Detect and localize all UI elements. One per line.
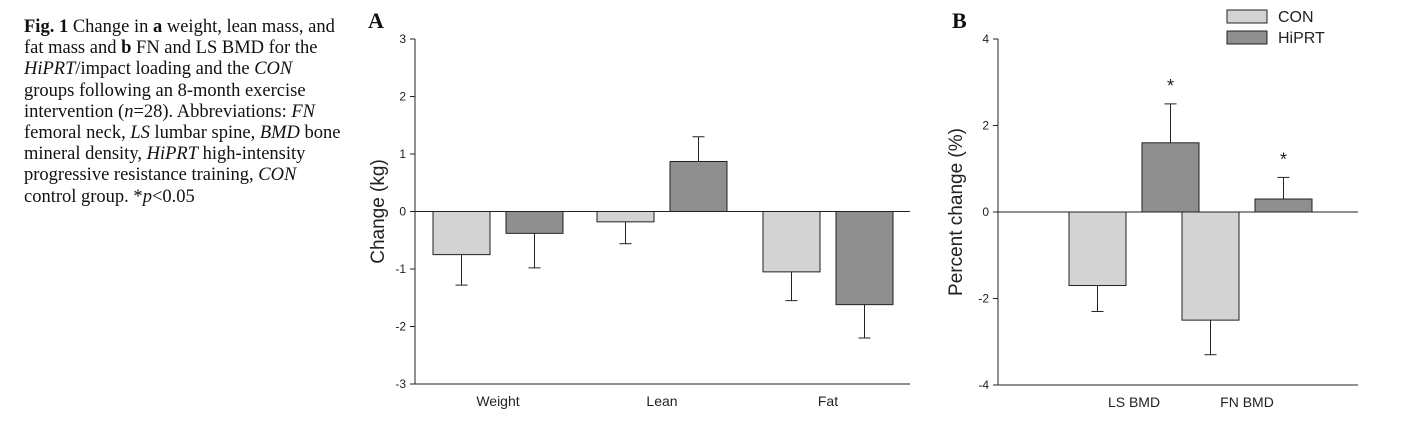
bar-con [1068, 211, 1127, 287]
caption-term: HiPRT [24, 59, 76, 80]
y-tick-label: -3 [395, 377, 406, 391]
y-tick-label: 3 [399, 32, 406, 46]
caption-text: high-intensity progressive resistance tr… [24, 144, 306, 186]
x-category-label: Weight [476, 393, 519, 409]
y-tick-label: -1 [395, 262, 406, 276]
y-axis-label: Percent change (%) [946, 128, 967, 296]
y-tick-label: 0 [982, 205, 989, 219]
caption-term: n [124, 101, 134, 122]
y-tick-label: 0 [399, 205, 406, 219]
bar-hiprt [669, 160, 728, 213]
panel-label: A [368, 8, 384, 33]
bar-hiprt [1141, 142, 1200, 213]
legend: CON HiPRT [1226, 9, 1325, 47]
caption-panel-b: b [121, 38, 132, 59]
bar-hiprt [835, 211, 894, 306]
caption-text: =28). Abbreviations: [133, 101, 292, 122]
caption-term: HiPRT [146, 144, 199, 165]
caption-term: p [142, 186, 152, 207]
legend-label: HiPRT [1278, 30, 1325, 47]
bar-con [596, 211, 655, 223]
y-tick-label: -2 [978, 292, 989, 306]
y-axis-label: Change (kg) [368, 159, 389, 264]
caption-text: /impact loading and the [75, 59, 255, 80]
y-tick-label: 2 [399, 90, 406, 104]
caption-term: FN [291, 101, 315, 122]
bar-hiprt [505, 211, 564, 234]
caption-text: bone mineral density, [24, 123, 341, 165]
caption-text: lumbar spine, [149, 123, 260, 144]
caption-text: control group. * [24, 186, 143, 207]
bar-con [1181, 211, 1240, 321]
legend-label: CON [1278, 9, 1314, 26]
figure-label: Fig. 1 [24, 17, 69, 37]
legend-swatch-con [1226, 9, 1268, 24]
y-tick-label: 2 [982, 119, 989, 133]
x-category-label: LS BMD [1108, 394, 1160, 410]
y-tick-label: -4 [978, 378, 989, 392]
y-tick-label: 4 [982, 32, 989, 46]
significance-marker: * [1280, 149, 1287, 169]
caption-text: groups following an 8-month exercise int… [24, 80, 306, 122]
caption-term: BMD [259, 123, 300, 144]
caption-text: femoral neck, [24, 123, 131, 144]
x-category-label: Fat [818, 393, 838, 409]
caption-text: weight, lean mass, and fat mass and [24, 17, 335, 59]
x-category-label: Lean [646, 393, 677, 409]
panel-label: B [952, 8, 967, 33]
chart-panel-a: A 3 2 1 0 -1 -2 -3 Change (kg) Weight Lean Fat [368, 8, 910, 409]
caption-text: FN and LS BMD for the [131, 38, 318, 59]
significance-marker: * [1167, 76, 1174, 96]
y-tick-label: -2 [395, 320, 406, 334]
caption-text: Change in [68, 17, 153, 37]
caption-text: <0.05 [151, 186, 195, 207]
caption-term: LS [130, 123, 150, 144]
caption-panel-a: a [152, 17, 163, 37]
bar-con [432, 211, 491, 256]
x-category-label: FN BMD [1220, 394, 1274, 410]
bar-con [762, 211, 821, 273]
legend-swatch-hiprt [1226, 30, 1268, 45]
chart-panel-b: B 4 2 0 -2 -4 Percent change (%) LS BMD * FN BMD * [946, 8, 1358, 410]
caption-term: CON [254, 59, 293, 80]
bar-hiprt [1254, 198, 1313, 213]
y-tick-label: 1 [399, 147, 406, 161]
figure-caption: Fig. 1 Change in a weight, lean mass, an… [24, 17, 344, 208]
caption-term: CON [258, 165, 297, 186]
